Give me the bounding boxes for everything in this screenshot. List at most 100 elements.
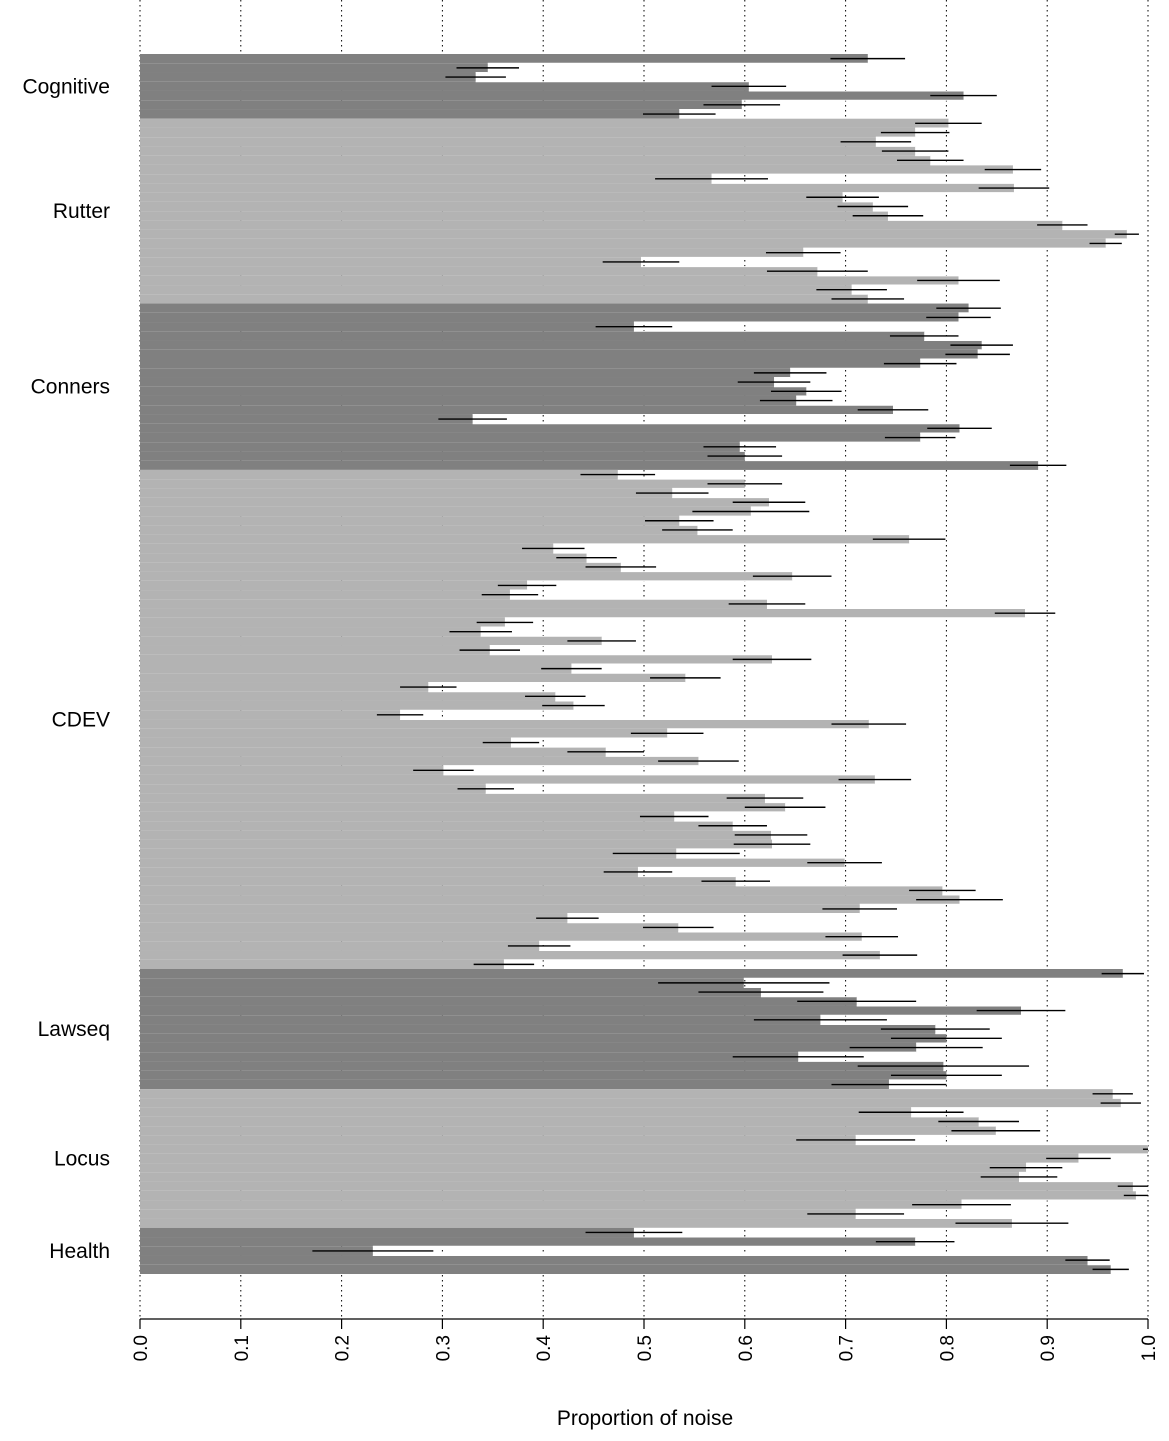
bar-health-2 (140, 1237, 916, 1247)
bar-locus-5 (140, 1126, 996, 1136)
bar-lawseq-10 (140, 1052, 799, 1062)
bar-lawseq-6 (140, 1015, 821, 1025)
bar-rutter-1 (140, 118, 949, 128)
group-label-health: Health (49, 1240, 110, 1263)
bar-rutter-4 (140, 146, 916, 156)
bar-conners-18 (140, 460, 1039, 470)
bar-cdev-14 (140, 590, 510, 600)
bar-locus-7 (140, 1144, 1148, 1154)
bar-cdev-31 (140, 747, 606, 757)
bar-health-5 (140, 1264, 1111, 1274)
bar-rutter-15 (140, 248, 804, 258)
bar-rutter-13 (140, 229, 1127, 239)
bar-cdev-35 (140, 784, 486, 794)
group-label-lawseq: Lawseq (38, 1018, 110, 1041)
bar-cdev-13 (140, 580, 528, 591)
bar-locus-13 (140, 1200, 962, 1210)
bar-conners-6 (140, 349, 978, 359)
bar-cdev-2 (140, 479, 745, 489)
bar-rutter-12 (140, 220, 1063, 230)
bar-lawseq-8 (140, 1033, 947, 1043)
bar-rutter-2 (140, 127, 916, 138)
bar-rutter-5 (140, 155, 931, 165)
group-label-rutter: Rutter (53, 200, 110, 223)
bar-cdev-45 (140, 876, 736, 886)
bar-conners-10 (140, 386, 807, 396)
x-tick-label-5: 0.5 (635, 1335, 656, 1361)
x-tick-label-8: 0.8 (937, 1335, 958, 1361)
bar-lawseq-5 (140, 1005, 1021, 1016)
bar-conners-13 (140, 414, 473, 424)
bar-locus-14 (140, 1209, 856, 1219)
bar-locus-3 (140, 1107, 912, 1117)
bar-cdev-23 (140, 673, 686, 683)
bar-cdev-5 (140, 506, 751, 517)
group-label-conners: Conners (31, 376, 110, 399)
bar-conners-4 (140, 331, 925, 341)
bar-cdev-16 (140, 608, 1026, 618)
bar-cognitive-7 (140, 109, 680, 119)
x-tick-label-0: 0.0 (131, 1335, 152, 1361)
bar-rutter-18 (140, 275, 959, 286)
bar-lawseq-3 (140, 987, 761, 997)
bar-cdev-48 (140, 904, 860, 914)
bar-rutter-3 (140, 137, 876, 147)
x-axis-label: Proportion of noise (557, 1407, 733, 1430)
bar-conners-17 (140, 451, 745, 461)
bar-cognitive-4 (140, 81, 749, 91)
x-tick-label-10: 1.0 (1139, 1335, 1160, 1361)
error-bars (312, 57, 1148, 1271)
bar-rutter-14 (140, 238, 1106, 249)
bar-locus-8 (140, 1153, 1079, 1164)
bar-lawseq-7 (140, 1024, 936, 1034)
group-labels: Cognitive Rutter Conners CDEV Lawseq Locus Hea… (22, 75, 110, 1263)
bar-cdev-33 (140, 765, 444, 775)
bar-lawseq-11 (140, 1061, 944, 1071)
bar-cdev-12 (140, 571, 793, 581)
bar-conners-11 (140, 395, 797, 406)
bar-rutter-17 (140, 266, 818, 276)
bar-locus-11 (140, 1181, 1133, 1191)
bar-lawseq-9 (140, 1042, 917, 1053)
bar-cdev-15 (140, 599, 767, 609)
bar-cognitive-1 (140, 54, 868, 64)
bar-conners-16 (140, 442, 740, 452)
bar-cdev-38 (140, 811, 675, 822)
bar-cognitive-5 (140, 90, 964, 101)
bar-cdev-1 (140, 469, 618, 480)
bar-cdev-34 (140, 774, 875, 785)
x-tick-label-6: 0.6 (736, 1335, 757, 1361)
bar-cdev-46 (140, 885, 943, 896)
x-tick-label-2: 0.2 (333, 1335, 354, 1361)
bar-cdev-41 (140, 839, 773, 849)
bar-cdev-24 (140, 682, 429, 692)
bar-rutter-10 (140, 201, 873, 212)
bar-cdev-17 (140, 617, 505, 628)
bar-rutter-11 (140, 211, 888, 221)
bar-cdev-3 (140, 488, 673, 498)
bar-locus-15 (140, 1218, 1012, 1228)
bar-cognitive-2 (140, 63, 488, 73)
bar-cdev-27 (140, 710, 401, 720)
bar-cdev-32 (140, 756, 699, 766)
bar-cdev-29 (140, 728, 668, 738)
bar-rutter-7 (140, 174, 712, 184)
bar-conners-14 (140, 423, 960, 433)
bar-cdev-53 (140, 950, 880, 960)
bar-locus-10 (140, 1172, 1019, 1182)
bar-cdev-26 (140, 700, 574, 711)
bar-rutter-8 (140, 183, 1014, 193)
bar-cdev-52 (140, 941, 540, 951)
bar-cdev-40 (140, 830, 772, 840)
bar-cdev-30 (140, 737, 511, 748)
bar-conners-1 (140, 303, 969, 313)
x-tick-label-7: 0.7 (837, 1335, 858, 1361)
bar-cdev-28 (140, 719, 869, 729)
bar-rutter-19 (140, 285, 852, 295)
bar-cdev-19 (140, 636, 602, 646)
bar-cdev-22 (140, 664, 572, 674)
bar-cdev-8 (140, 534, 910, 544)
bar-cognitive-3 (140, 72, 476, 82)
bar-conners-15 (140, 432, 921, 443)
